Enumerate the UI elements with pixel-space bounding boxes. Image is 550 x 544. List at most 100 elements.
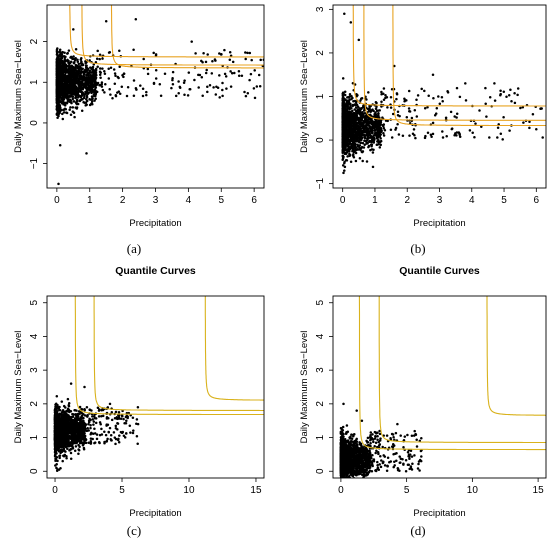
scatter-point — [93, 94, 96, 98]
scatter-point — [65, 410, 68, 413]
scatter-point — [379, 137, 382, 140]
scatter-point — [58, 454, 62, 457]
scatter-point — [60, 53, 64, 56]
scatter-point — [183, 93, 186, 97]
scatter-point — [69, 424, 72, 428]
scatter-point — [91, 102, 94, 106]
scatter-point — [396, 110, 400, 114]
scatter-point — [98, 67, 102, 70]
x-axis-label: Precipitation — [129, 218, 181, 229]
scatter-point — [426, 131, 430, 134]
scatter-point — [355, 121, 358, 125]
scatter-point — [67, 408, 71, 412]
scatter-point — [74, 445, 78, 448]
scatter-point — [395, 97, 398, 101]
scatter-point — [54, 426, 58, 429]
scatter-point — [89, 98, 92, 101]
scatter-point — [355, 132, 359, 136]
x-tick-label: 2 — [120, 195, 126, 206]
scatter-point — [68, 66, 72, 69]
scatter-point — [84, 60, 87, 63]
scatter-point — [63, 56, 67, 59]
scatter-point — [92, 420, 96, 423]
scatter-point — [499, 89, 502, 93]
scatter-point — [423, 89, 426, 93]
scatter-point — [74, 56, 77, 60]
scatter-points — [55, 17, 264, 186]
scatter-point — [71, 95, 75, 99]
scatter-point — [73, 78, 76, 81]
scatter-point — [389, 128, 393, 131]
scatter-point — [346, 122, 349, 126]
scatter-point — [66, 83, 70, 86]
scatter-point — [407, 107, 411, 110]
scatter-point — [62, 415, 65, 419]
scatter-point — [218, 96, 221, 99]
scatter-point — [55, 87, 59, 91]
scatter-point — [464, 99, 468, 102]
scatter-point — [423, 136, 427, 140]
scatter-point — [197, 86, 200, 89]
scatter-point — [361, 159, 364, 163]
scatter-point — [68, 98, 72, 102]
scatter-point — [361, 141, 365, 145]
scatter-point — [103, 72, 107, 75]
scatter-point — [78, 77, 81, 81]
scatter-point — [341, 148, 345, 151]
scatter-point — [55, 412, 59, 416]
scatter-point — [141, 87, 145, 91]
scatter-point — [188, 88, 191, 91]
scatter-point — [257, 73, 261, 77]
scatter-point — [55, 72, 59, 76]
scatter-point — [353, 120, 356, 123]
scatter-point — [62, 68, 66, 71]
scatter-point — [174, 94, 178, 98]
scatter-point — [346, 155, 349, 158]
scatter-point — [505, 95, 508, 98]
scatter-point — [64, 416, 68, 420]
scatter-point — [152, 51, 155, 55]
scatter-point — [237, 70, 241, 73]
scatter-point — [72, 69, 75, 73]
scatter-point — [229, 70, 232, 73]
scatter-point — [70, 415, 73, 419]
scatter-point — [86, 427, 89, 430]
scatter-point — [343, 137, 346, 140]
scatter-point — [342, 92, 345, 96]
scatter-point — [358, 146, 361, 150]
scatter-point — [358, 107, 361, 110]
scatter-point — [72, 413, 76, 416]
scatter-point — [61, 50, 64, 54]
scatter-point — [83, 429, 87, 433]
scatter-point — [201, 94, 204, 97]
scatter-point — [65, 111, 69, 115]
scatter-point — [411, 132, 415, 136]
scatter-point — [67, 414, 70, 417]
scatter-point — [405, 116, 409, 119]
scatter-point — [171, 83, 175, 86]
scatter-point — [78, 405, 82, 409]
scatter-point — [362, 120, 365, 124]
scatter-point — [358, 117, 361, 120]
scatter-point — [348, 121, 352, 124]
scatter-point — [118, 92, 122, 95]
scatter-point — [432, 97, 435, 100]
scatter-point — [368, 108, 371, 112]
scatter-point — [142, 57, 145, 61]
scatter-point — [95, 82, 98, 86]
scatter-point — [200, 76, 204, 79]
scatter-point — [87, 441, 90, 444]
scatter-point — [81, 92, 84, 95]
scatter-point — [61, 94, 65, 98]
scatter-point — [348, 93, 352, 96]
scatter-point — [57, 434, 60, 438]
scatter-point — [92, 72, 96, 75]
scatter-point — [55, 463, 58, 466]
scatter-point — [377, 134, 380, 137]
scatter-point — [233, 71, 236, 75]
scatter-point — [354, 106, 358, 109]
scatter-point — [76, 64, 79, 68]
scatter-point — [72, 82, 76, 85]
scatter-point — [373, 128, 377, 132]
